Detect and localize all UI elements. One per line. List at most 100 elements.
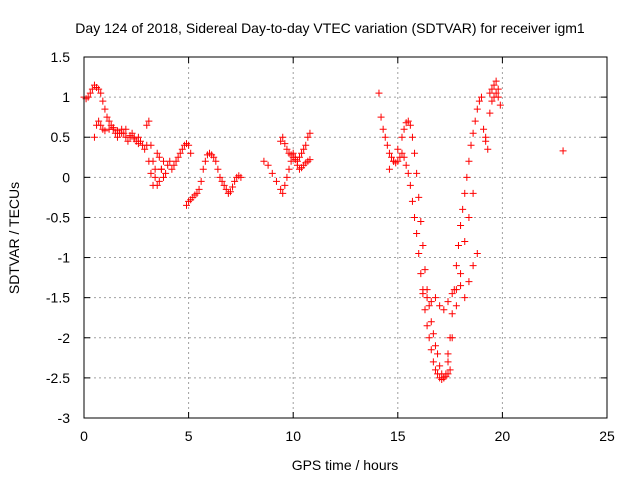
data-point bbox=[388, 153, 396, 161]
data-point bbox=[469, 129, 477, 137]
data-point bbox=[147, 169, 155, 177]
data-point bbox=[302, 141, 310, 149]
data-point bbox=[471, 117, 479, 125]
y-tick-label: 0.5 bbox=[51, 129, 71, 145]
y-tick-label: -2.5 bbox=[46, 370, 70, 386]
data-point bbox=[448, 310, 456, 318]
data-point bbox=[457, 270, 465, 278]
data-point bbox=[109, 124, 117, 132]
data-point bbox=[220, 181, 228, 189]
data-point bbox=[143, 121, 151, 129]
data-point bbox=[300, 145, 308, 153]
data-point bbox=[99, 97, 107, 105]
data-point bbox=[277, 185, 285, 193]
y-tick-label: -2 bbox=[58, 330, 71, 346]
data-point bbox=[214, 165, 222, 173]
data-point bbox=[183, 201, 191, 209]
data-point bbox=[86, 89, 94, 97]
data-point bbox=[459, 205, 467, 213]
data-point bbox=[559, 147, 567, 155]
data-point bbox=[162, 169, 170, 177]
data-point bbox=[429, 358, 437, 366]
data-point bbox=[166, 157, 174, 165]
data-point bbox=[486, 109, 494, 117]
data-point bbox=[446, 366, 454, 374]
data-point bbox=[159, 173, 167, 181]
data-point bbox=[448, 334, 456, 342]
data-point bbox=[197, 177, 205, 185]
data-point bbox=[467, 141, 475, 149]
data-point bbox=[147, 141, 155, 149]
series-segment-1b bbox=[90, 117, 167, 189]
data-point bbox=[375, 89, 383, 97]
data-point bbox=[436, 362, 444, 370]
data-point bbox=[417, 270, 425, 278]
data-point bbox=[195, 185, 203, 193]
data-point bbox=[492, 77, 500, 85]
data-point bbox=[413, 229, 421, 237]
data-point bbox=[141, 145, 149, 153]
data-point bbox=[122, 125, 130, 133]
data-point bbox=[84, 93, 92, 101]
data-point bbox=[408, 133, 416, 141]
data-point bbox=[383, 141, 391, 149]
data-point bbox=[465, 278, 473, 286]
data-point bbox=[440, 374, 448, 382]
plot-frame bbox=[83, 56, 608, 419]
data-point bbox=[469, 189, 477, 197]
data-point bbox=[264, 161, 272, 169]
data-point bbox=[170, 161, 178, 169]
data-point bbox=[385, 165, 393, 173]
data-point bbox=[452, 302, 460, 310]
data-point bbox=[442, 370, 450, 378]
data-point bbox=[492, 89, 500, 97]
data-point bbox=[490, 81, 498, 89]
data-point bbox=[444, 358, 452, 366]
data-point bbox=[473, 250, 481, 258]
data-point bbox=[88, 85, 96, 93]
data-point bbox=[461, 294, 469, 302]
grid-lines bbox=[84, 57, 607, 418]
data-point bbox=[222, 185, 230, 193]
data-point bbox=[473, 105, 481, 113]
data-point bbox=[304, 133, 312, 141]
data-point bbox=[136, 137, 144, 145]
data-point bbox=[174, 153, 182, 161]
data-point bbox=[155, 177, 163, 185]
data-point bbox=[172, 157, 180, 165]
data-point bbox=[390, 157, 398, 165]
data-point bbox=[283, 145, 291, 153]
data-point bbox=[126, 132, 134, 140]
y-tick-label: -0.5 bbox=[46, 209, 70, 225]
data-point bbox=[404, 169, 412, 177]
data-point bbox=[417, 217, 425, 225]
data-point bbox=[95, 117, 103, 125]
data-point bbox=[427, 318, 435, 326]
data-point bbox=[283, 173, 291, 181]
data-point bbox=[218, 177, 226, 185]
data-point bbox=[277, 137, 285, 145]
data-point bbox=[95, 85, 103, 93]
data-point bbox=[431, 294, 439, 302]
chart-title: Day 124 of 2018, Sidereal Day-to-day VTE… bbox=[75, 20, 585, 36]
y-tick-label: 0 bbox=[62, 169, 70, 185]
data-point bbox=[293, 157, 301, 165]
y-tick-label: -1 bbox=[58, 250, 71, 266]
data-point bbox=[201, 157, 209, 165]
data-point bbox=[457, 282, 465, 290]
data-point bbox=[431, 366, 439, 374]
data-point bbox=[159, 157, 167, 165]
data-point bbox=[484, 145, 492, 153]
data-point bbox=[381, 133, 389, 141]
data-point bbox=[164, 161, 172, 169]
data-point bbox=[398, 133, 406, 141]
data-point bbox=[187, 149, 195, 157]
data-point bbox=[151, 165, 159, 173]
x-axis-label: GPS time / hours bbox=[292, 457, 399, 473]
data-point bbox=[400, 153, 408, 161]
data-point bbox=[444, 298, 452, 306]
data-point bbox=[237, 173, 245, 181]
data-point bbox=[268, 169, 276, 177]
data-point bbox=[287, 157, 295, 165]
